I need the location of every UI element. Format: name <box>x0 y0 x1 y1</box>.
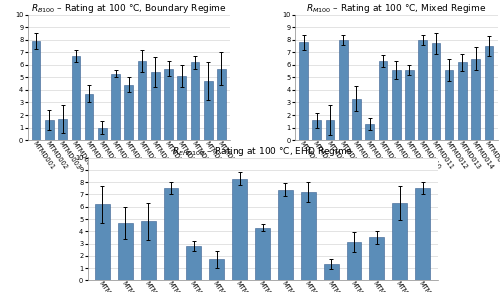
Bar <box>232 178 247 280</box>
Bar <box>85 94 94 140</box>
Title: $R_{B100}$ – Rating at 100 °C, Boundary Regime: $R_{B100}$ – Rating at 100 °C, Boundary … <box>31 1 226 15</box>
Bar <box>301 192 316 280</box>
Bar <box>278 190 293 280</box>
Bar <box>472 59 480 140</box>
Bar <box>366 124 374 140</box>
Bar <box>164 188 178 280</box>
Bar <box>415 188 430 280</box>
Bar <box>72 56 80 140</box>
Title: $R_{EHD100}$ – Rating at 100 °C, EHD Regime: $R_{EHD100}$ – Rating at 100 °C, EHD Reg… <box>172 145 353 158</box>
Bar <box>392 203 407 280</box>
Bar <box>405 70 414 140</box>
Bar <box>204 81 212 140</box>
Bar <box>45 120 54 140</box>
Bar <box>392 70 400 140</box>
Bar <box>111 74 120 140</box>
Bar <box>418 40 427 140</box>
Bar <box>299 42 308 140</box>
Bar <box>98 128 106 140</box>
Bar <box>95 204 110 280</box>
Bar <box>178 76 186 140</box>
Bar <box>118 223 132 280</box>
Bar <box>445 70 454 140</box>
Bar <box>339 40 347 140</box>
Bar <box>432 44 440 140</box>
Bar <box>352 99 361 140</box>
Bar <box>124 85 133 140</box>
Bar <box>58 119 67 140</box>
Bar <box>255 227 270 280</box>
Bar <box>326 120 334 140</box>
Bar <box>140 221 156 280</box>
Bar <box>151 72 160 140</box>
Bar <box>378 61 388 140</box>
Bar <box>458 62 466 140</box>
Title: $R_{M100}$ – Rating at 100 °C, Mixed Regime: $R_{M100}$ – Rating at 100 °C, Mixed Reg… <box>306 1 486 15</box>
Bar <box>370 237 384 280</box>
Bar <box>164 69 173 140</box>
Bar <box>346 242 362 280</box>
Bar <box>138 61 146 140</box>
Bar <box>312 120 321 140</box>
Bar <box>190 62 200 140</box>
Bar <box>210 260 224 280</box>
Bar <box>186 246 202 280</box>
Bar <box>217 69 226 140</box>
Bar <box>324 264 338 280</box>
Bar <box>484 46 493 140</box>
Bar <box>32 41 40 140</box>
